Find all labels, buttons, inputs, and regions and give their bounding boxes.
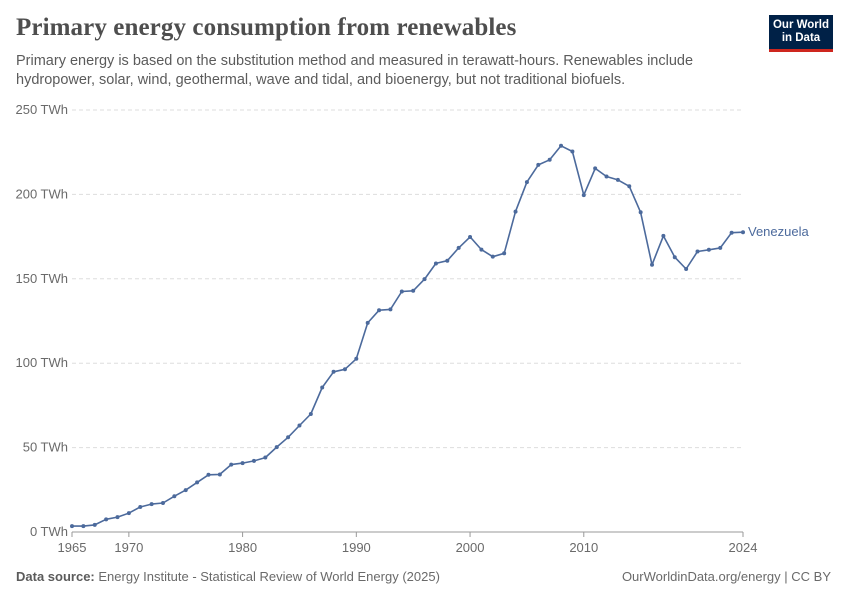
data-point[interactable] (468, 234, 473, 239)
data-point[interactable] (650, 262, 655, 267)
series-line-venezuela[interactable] (72, 145, 744, 527)
series-label[interactable]: Venezuela (748, 224, 809, 239)
series-layer: Venezuela (70, 143, 809, 529)
y-tick-label: 200 TWh (15, 186, 68, 201)
data-point[interactable] (342, 367, 347, 372)
data-point[interactable] (502, 251, 507, 256)
data-point[interactable] (695, 249, 700, 254)
data-point[interactable] (741, 230, 745, 235)
owid-logo[interactable]: Our World in Data (769, 15, 833, 52)
data-point[interactable] (718, 245, 723, 250)
footer-credit[interactable]: OurWorldinData.org/energy | CC BY (621, 569, 831, 584)
x-tick-label: 1990 (342, 540, 371, 555)
data-point[interactable] (559, 143, 564, 148)
data-point[interactable] (104, 517, 109, 522)
data-point[interactable] (513, 209, 518, 214)
data-point[interactable] (206, 472, 211, 477)
y-tick-label: 100 TWh (15, 355, 68, 370)
data-point[interactable] (547, 157, 552, 162)
data-point[interactable] (172, 494, 177, 499)
data-point[interactable] (536, 162, 541, 167)
y-tick-label: 250 TWh (15, 102, 68, 117)
gridlines (72, 109, 743, 449)
data-point[interactable] (297, 423, 302, 428)
data-point[interactable] (263, 455, 268, 460)
data-point[interactable] (490, 254, 495, 259)
data-point[interactable] (274, 445, 279, 450)
data-point[interactable] (354, 356, 359, 361)
x-tick-label: 2000 (456, 540, 485, 555)
data-point[interactable] (365, 320, 370, 325)
data-point[interactable] (183, 488, 188, 493)
x-tick-label: 2010 (569, 540, 598, 555)
data-point[interactable] (479, 247, 484, 252)
data-point[interactable] (149, 502, 154, 507)
chart-subtitle: Primary energy is based on the substitut… (16, 53, 694, 88)
data-point[interactable] (195, 480, 200, 485)
data-point[interactable] (81, 524, 86, 529)
y-tick-label: 50 TWh (23, 440, 68, 455)
data-point[interactable] (320, 385, 325, 390)
data-point[interactable] (672, 255, 677, 260)
x-tick-label: 1970 (114, 540, 143, 555)
data-point[interactable] (229, 462, 234, 467)
data-point[interactable] (240, 461, 245, 466)
x-axis: 1965 1970 1980 1990 2000 2010 2024 (58, 531, 758, 555)
data-point[interactable] (661, 233, 666, 238)
data-point[interactable] (399, 289, 404, 294)
data-point[interactable] (593, 166, 598, 171)
data-point[interactable] (445, 258, 450, 263)
data-point[interactable] (377, 308, 382, 313)
data-point[interactable] (638, 210, 643, 215)
data-point[interactable] (331, 369, 336, 374)
logo-line-1: Our World (772, 19, 829, 31)
data-point[interactable] (422, 277, 427, 282)
data-point[interactable] (138, 505, 143, 510)
data-point[interactable] (706, 247, 711, 252)
x-tick-label: 1980 (228, 540, 257, 555)
y-tick-label: 0 TWh (30, 524, 68, 539)
data-point[interactable] (581, 193, 586, 198)
data-point[interactable] (251, 458, 256, 463)
data-point[interactable] (126, 511, 131, 516)
data-point[interactable] (411, 288, 416, 293)
data-point[interactable] (524, 180, 529, 185)
chart-title: Primary energy consumption from renewabl… (16, 14, 517, 41)
data-point[interactable] (570, 149, 575, 154)
data-point[interactable] (115, 515, 120, 520)
y-tick-label: 150 TWh (15, 271, 68, 286)
data-point[interactable] (456, 245, 461, 250)
data-point[interactable] (286, 435, 291, 440)
data-source: Data source: Energy Institute - Statisti… (16, 569, 440, 584)
data-point[interactable] (92, 522, 97, 527)
x-tick-label: 2024 (729, 540, 758, 555)
data-point[interactable] (217, 472, 222, 477)
data-source-label: Data source: (16, 569, 95, 584)
x-tick-label: 1965 (58, 540, 87, 555)
data-point[interactable] (627, 184, 632, 189)
data-point[interactable] (308, 412, 313, 417)
data-point[interactable] (684, 267, 689, 272)
data-point[interactable] (70, 524, 74, 529)
y-axis-ticks: 0 TWh 50 TWh 100 TWh 150 TWh 200 TWh 250 TWh (15, 102, 68, 539)
data-point[interactable] (604, 174, 609, 179)
data-point[interactable] (160, 500, 165, 505)
data-point[interactable] (729, 230, 734, 235)
logo-line-2: in Data (781, 32, 821, 44)
data-point[interactable] (388, 307, 393, 312)
data-point[interactable] (615, 177, 620, 182)
data-source-text[interactable]: Energy Institute - Statistical Review of… (98, 569, 440, 584)
data-point[interactable] (433, 261, 438, 266)
